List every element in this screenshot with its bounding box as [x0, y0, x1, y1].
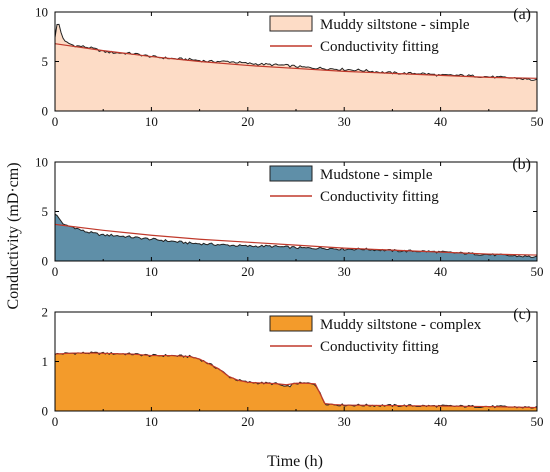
series-area-fill: [55, 24, 537, 111]
x-tick-label: 10: [145, 264, 158, 279]
x-tick-label: 30: [338, 264, 351, 279]
fitting-line: [54, 43, 538, 79]
panel-label: (a): [513, 6, 531, 23]
chart-panel-1: 0 10 20 30 40 50 0 5 10 Muddy siltstone - simple C…: [35, 5, 544, 130]
x-tick-label: 30: [338, 414, 351, 429]
x-tick-label: 10: [145, 414, 158, 429]
chart-panel-2: 0 10 20 30 40 50 0 5 10 Mudstone - simple Conducti…: [35, 155, 544, 280]
x-tick-label: 0: [52, 114, 59, 129]
y-tick-label: 0: [42, 104, 49, 119]
legend-swatch: [269, 165, 313, 182]
y-tick-label: 5: [42, 54, 49, 69]
legend-label: Conductivity fitting: [320, 39, 439, 55]
chart-panel-3: 0 10 20 30 40 50 0 1 2 Muddy siltstone - complex C…: [42, 305, 544, 430]
y-tick-label: 2: [42, 305, 49, 320]
x-tick-label: 0: [52, 264, 59, 279]
x-tick-label: 30: [338, 114, 351, 129]
y-tick-label: 5: [42, 204, 49, 219]
legend-label: Conductivity fitting: [320, 339, 439, 355]
y-tick-label: 0: [42, 254, 49, 269]
legend-label: Mudstone - simple: [320, 167, 433, 183]
x-tick-label: 20: [241, 414, 254, 429]
legend-swatch: [269, 315, 313, 332]
legend-label: Muddy siltstone - simple: [320, 17, 470, 33]
panel-label: (b): [512, 156, 531, 173]
x-tick-label: 10: [145, 114, 158, 129]
y-tick-label: 0: [42, 404, 49, 419]
x-tick-label: 50: [531, 114, 544, 129]
x-tick-label: 40: [434, 114, 447, 129]
x-tick-label: 20: [241, 114, 254, 129]
y-tick-label: 1: [42, 354, 49, 369]
fitting-line: [54, 223, 538, 256]
series-area-trace: [54, 23, 538, 81]
x-tick-label: 20: [241, 264, 254, 279]
panel-label: (c): [513, 306, 531, 323]
y-tick-label: 10: [35, 5, 48, 20]
x-tick-label: 50: [531, 264, 544, 279]
x-tick-label: 0: [52, 414, 59, 429]
fitting-line: [54, 352, 538, 409]
x-tick-label: 40: [434, 414, 447, 429]
x-tick-label: 40: [434, 264, 447, 279]
series-area-fill: [55, 351, 537, 411]
x-tick-label: 50: [531, 414, 544, 429]
legend-label: Muddy siltstone - complex: [320, 317, 482, 333]
y-tick-label: 10: [35, 155, 48, 170]
x-axis-label: Time (h): [267, 453, 323, 470]
series-area-fill: [55, 214, 537, 261]
legend-label: Conductivity fitting: [320, 189, 439, 205]
y-axis-label: Conductivity (mD·cm): [5, 162, 22, 309]
legend-swatch: [269, 15, 313, 32]
